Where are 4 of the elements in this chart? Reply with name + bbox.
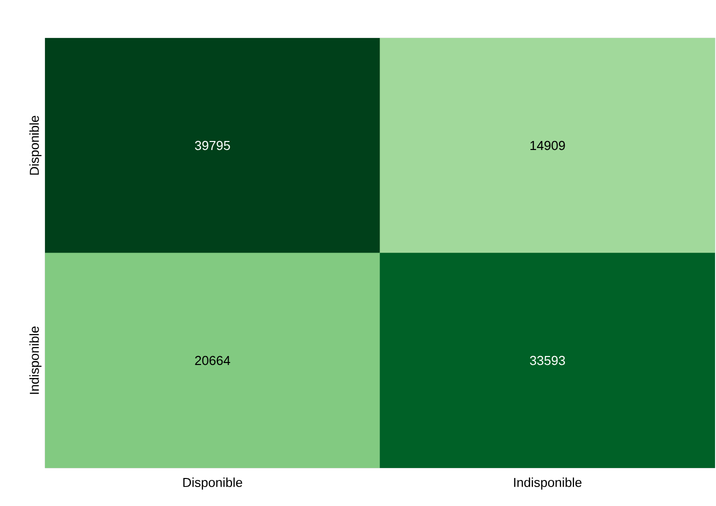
data-label: 39795 bbox=[194, 140, 230, 150]
data-label: 20664 bbox=[195, 356, 230, 366]
data-label: 14909 bbox=[530, 140, 565, 150]
data-label: 33593 bbox=[530, 356, 565, 366]
